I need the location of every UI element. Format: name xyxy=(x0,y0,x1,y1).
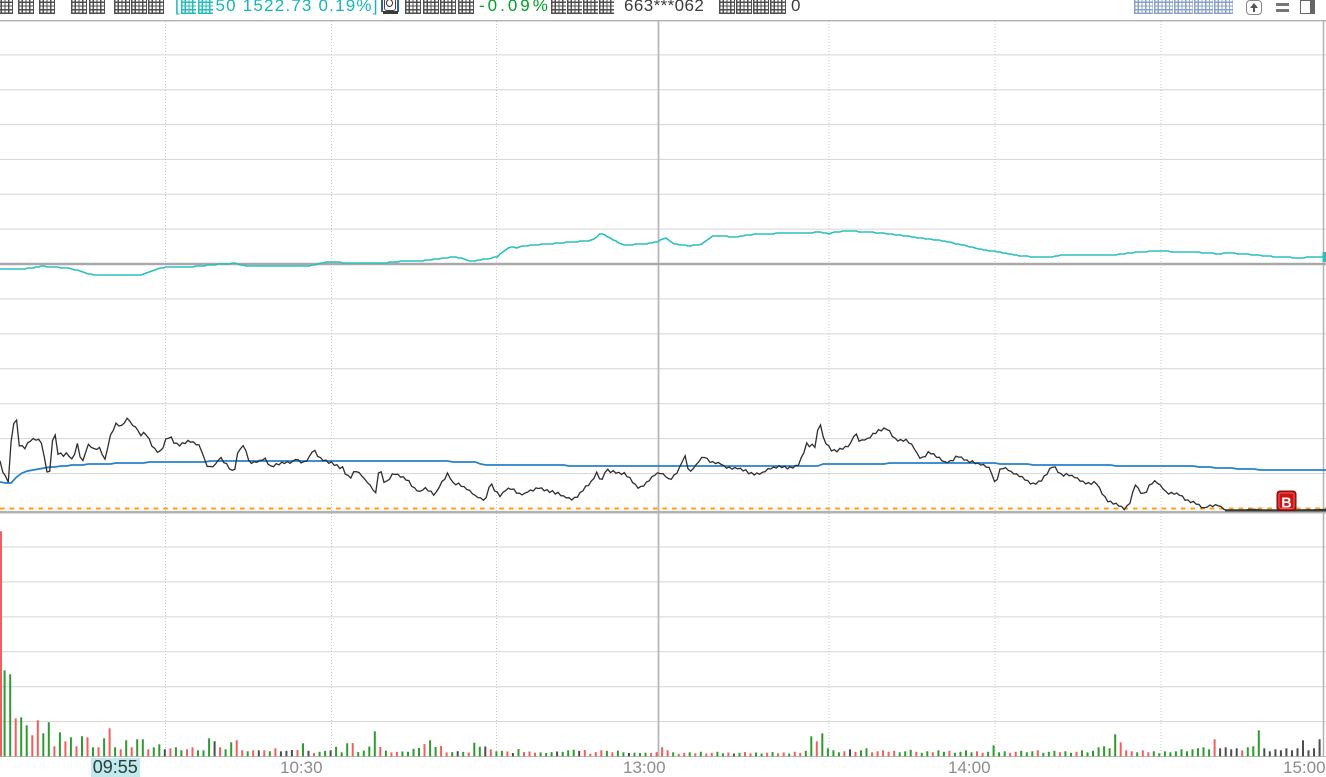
svg-text:B: B xyxy=(1281,496,1291,512)
